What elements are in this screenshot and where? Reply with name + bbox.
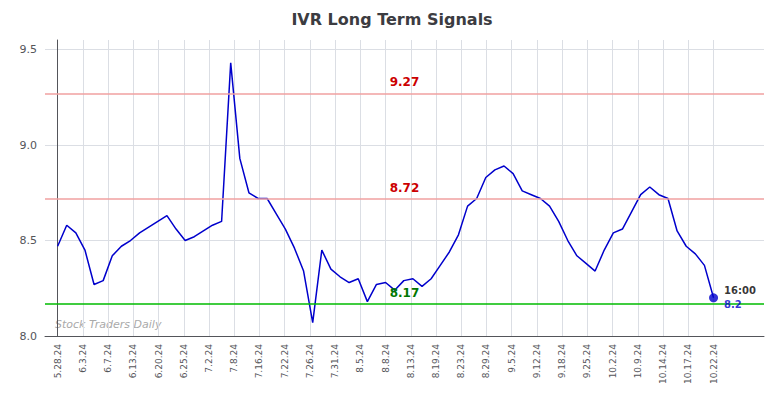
svg-text:8.0: 8.0 (20, 330, 38, 343)
svg-text:10.2.24: 10.2.24 (608, 344, 618, 379)
svg-text:7.8.24: 7.8.24 (229, 344, 239, 373)
svg-text:9.0: 9.0 (20, 139, 38, 152)
svg-text:8.72: 8.72 (390, 181, 420, 195)
svg-text:6.25.24: 6.25.24 (179, 344, 189, 379)
svg-text:10.22.24: 10.22.24 (709, 344, 719, 384)
svg-text:10.14.24: 10.14.24 (658, 344, 668, 384)
svg-text:6.20.24: 6.20.24 (154, 344, 164, 379)
svg-text:8.5.24: 8.5.24 (355, 344, 365, 373)
svg-text:7.26.24: 7.26.24 (305, 344, 315, 379)
svg-text:6.3.24: 6.3.24 (78, 344, 88, 373)
svg-text:8.13.24: 8.13.24 (406, 344, 416, 379)
svg-text:9.5: 9.5 (20, 43, 38, 56)
svg-text:9.5.24: 9.5.24 (507, 344, 517, 373)
svg-text:10.17.24: 10.17.24 (683, 344, 693, 384)
svg-text:8.23.24: 8.23.24 (456, 344, 466, 379)
svg-text:9.27: 9.27 (390, 75, 420, 89)
svg-text:8.19.24: 8.19.24 (431, 344, 441, 379)
svg-text:16:00: 16:00 (724, 285, 756, 296)
svg-text:6.13.24: 6.13.24 (128, 344, 138, 379)
svg-text:7.22.24: 7.22.24 (280, 344, 290, 379)
svg-text:9.25.24: 9.25.24 (582, 344, 592, 379)
svg-text:Stock Traders Daily: Stock Traders Daily (55, 318, 162, 331)
svg-text:8.5: 8.5 (20, 234, 38, 247)
svg-text:7.16.24: 7.16.24 (254, 344, 264, 379)
svg-text:9.12.24: 9.12.24 (532, 344, 542, 379)
svg-text:8.29.24: 8.29.24 (481, 344, 491, 379)
svg-text:10.9.24: 10.9.24 (633, 344, 643, 379)
svg-text:9.18.24: 9.18.24 (557, 344, 567, 379)
svg-text:7.31.24: 7.31.24 (330, 344, 340, 379)
svg-text:8.17: 8.17 (390, 286, 420, 300)
svg-text:6.7.24: 6.7.24 (103, 344, 113, 373)
svg-text:8.8.24: 8.8.24 (381, 344, 391, 373)
svg-text:8.2: 8.2 (724, 299, 742, 310)
svg-text:5.28.24: 5.28.24 (53, 344, 63, 379)
svg-text:IVR Long Term Signals: IVR Long Term Signals (291, 10, 492, 29)
svg-text:7.2.24: 7.2.24 (204, 344, 214, 373)
